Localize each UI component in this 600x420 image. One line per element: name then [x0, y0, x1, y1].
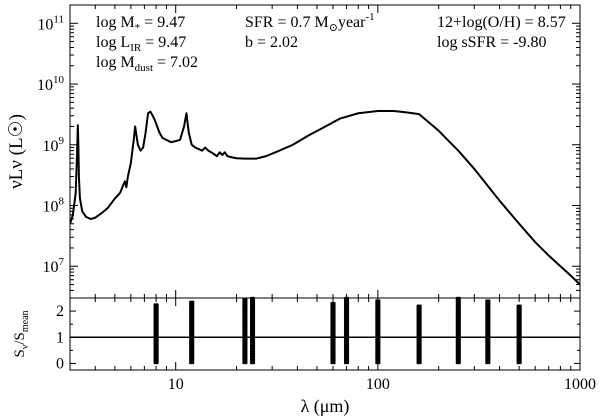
sed-annotation: b = 2.02 — [245, 34, 298, 51]
sed-y-tick-label: 109 — [43, 135, 65, 155]
residual-point — [244, 298, 248, 301]
residual-point-band — [375, 299, 381, 365]
residual-point-band — [330, 301, 336, 365]
residual-point-band — [516, 304, 522, 365]
residual-point — [156, 303, 159, 306]
sed-annotation: log M* = 9.47 — [96, 14, 185, 34]
residual-point — [419, 304, 422, 308]
residual-point — [377, 299, 381, 302]
residual-point — [333, 301, 336, 305]
residual-point — [191, 300, 195, 304]
residual-point — [346, 296, 350, 300]
sed-annotation: log sSFR = -9.80 — [437, 34, 547, 51]
residual-point-band — [343, 296, 350, 365]
sed-annotation: log LIR = 9.47 — [96, 34, 186, 54]
residual-x-tick-label: 10 — [168, 376, 184, 393]
sed-annotation: SFR = 0.7 M⊙year-1 — [245, 11, 375, 34]
residual-x-tick-label: 100 — [366, 376, 390, 393]
residual-plot-frame — [69, 297, 581, 371]
residual-point-band — [153, 303, 159, 365]
sed-annotation: 12+log(O/H) = 8.57 — [437, 14, 566, 31]
residual-point — [252, 296, 256, 300]
sed-y-tick-label: 107 — [43, 256, 65, 276]
residual-y-tick-label: 0 — [56, 355, 64, 372]
residual-panel: 0 1 2 Sν/Smean 10 100 1000 λ (μm) — [12, 296, 596, 417]
residual-point-band — [485, 299, 491, 365]
residual-x-axis-label: λ (μm) — [301, 396, 350, 417]
sed-y-tick-label: 1011 — [37, 13, 64, 33]
residual-point — [519, 304, 522, 308]
residual-point — [458, 296, 461, 300]
sed-annotation: log Mdust = 7.02 — [96, 54, 198, 74]
sed-y-tick-label: 108 — [43, 196, 65, 216]
residual-point-band — [242, 298, 248, 365]
residual-y-tick-label: 2 — [56, 303, 64, 320]
residual-point-band — [189, 300, 195, 365]
sed-y-axis-label: νLν (L☉) — [6, 114, 27, 189]
sed-series-line — [70, 109, 580, 286]
residual-y-tick-label: 1 — [56, 329, 64, 346]
residual-point-band — [249, 296, 256, 365]
sed-y-tick-label: 1010 — [37, 74, 65, 94]
residual-point-band — [455, 296, 461, 365]
residual-x-tick-label: 1000 — [564, 376, 596, 393]
residual-y-axis-label: Sν/Smean — [12, 310, 31, 357]
residual-point-band — [416, 304, 422, 365]
residual-point — [487, 299, 491, 302]
